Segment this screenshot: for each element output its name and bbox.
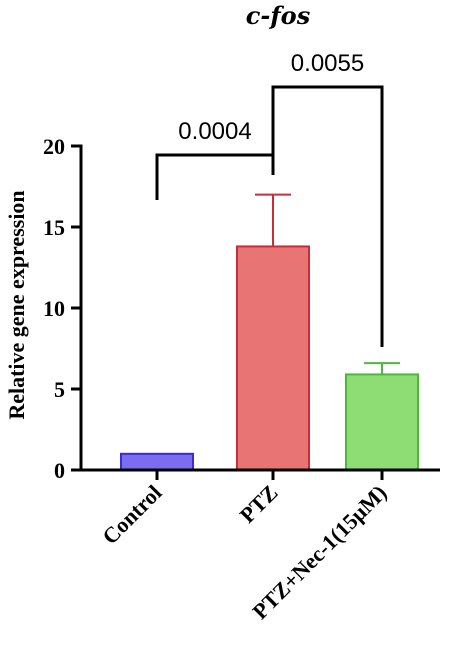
- y-tick-label: 0: [54, 458, 65, 483]
- y-tick-label: 20: [43, 134, 65, 159]
- y-axis-ticks: 0 5 10 15 20: [43, 134, 81, 483]
- bar: [345, 373, 419, 472]
- x-axis-ticks: [155, 470, 384, 480]
- x-tick-label: PTZ: [235, 480, 283, 528]
- y-tick-label: 5: [54, 377, 65, 402]
- y-tick-label: 10: [43, 296, 65, 321]
- bar: [120, 452, 194, 471]
- significance-bracket: [271, 85, 384, 347]
- bar: [236, 245, 310, 471]
- chart-title: c-fos: [246, 1, 311, 30]
- x-tick-label: Control: [97, 480, 166, 549]
- p-value-label: 0.0055: [291, 50, 364, 77]
- significance-bracket: [155, 153, 275, 200]
- error-bars: [255, 193, 400, 375]
- p-value-label: 0.0004: [178, 118, 251, 145]
- bars: [120, 245, 419, 472]
- significance-brackets: 0.0004 0.0055: [155, 50, 384, 347]
- y-axis-label: Relative gene expression: [4, 190, 29, 419]
- y-tick-label: 15: [43, 215, 65, 240]
